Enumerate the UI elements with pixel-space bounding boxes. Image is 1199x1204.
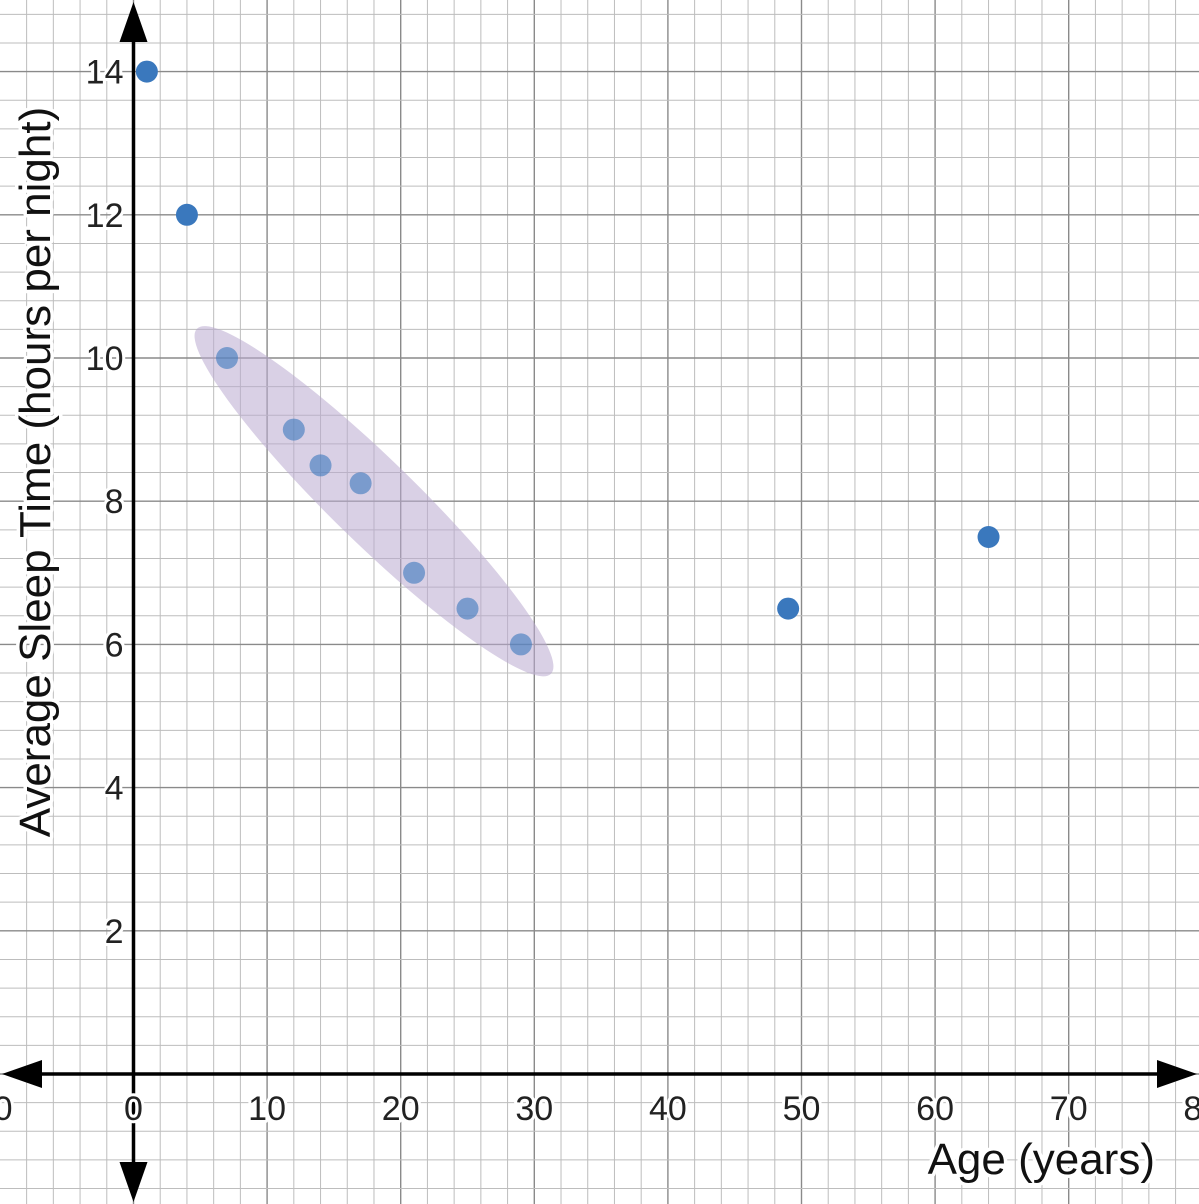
y-axis-title: Average Sleep Time (hours per night) [11, 107, 60, 837]
highlight-ellipse [194, 326, 554, 677]
highlight-region-layer [194, 326, 554, 677]
x-tick-label: 30 [515, 1090, 553, 1128]
x-tick-label: 0 [124, 1090, 143, 1128]
y-axis-down-arrow [119, 1162, 148, 1202]
data-point [175, 203, 198, 226]
x-tick-label: -10 [0, 1090, 12, 1128]
data-point [777, 597, 800, 620]
y-axis-up-arrow [119, 2, 148, 42]
tick-labels: -10 0 10 20 30 40 50 60 70 80 2 4 6 8 10 12 14 [0, 51, 1199, 1131]
x-tick-label: 50 [783, 1090, 821, 1128]
y-tick-label: 14 [86, 54, 124, 92]
x-tick-label: 70 [1050, 1090, 1088, 1128]
data-point [309, 454, 332, 477]
x-axis-left-arrow [2, 1060, 42, 1088]
x-tick-label: 20 [382, 1090, 420, 1128]
y-tick-label: 8 [105, 483, 124, 521]
data-point [135, 60, 158, 83]
x-tick-label: 80 [1183, 1090, 1199, 1128]
y-tick-label: 4 [105, 770, 124, 808]
data-point [282, 418, 305, 441]
x-axis-title: Age (years) [928, 1135, 1155, 1184]
y-tick-label: 6 [105, 626, 124, 664]
data-points [135, 60, 1000, 656]
y-tick-label: 12 [86, 197, 124, 235]
data-point [509, 633, 532, 656]
x-axis-right-arrow [1157, 1060, 1197, 1088]
y-tick-label: 2 [105, 913, 124, 951]
data-point [216, 347, 239, 369]
data-point [403, 561, 426, 584]
x-tick-label: 60 [916, 1090, 954, 1128]
data-point [349, 472, 372, 495]
y-tick-label: 10 [86, 340, 124, 378]
x-tick-label: 10 [248, 1090, 286, 1128]
data-point [456, 597, 479, 620]
data-point [977, 526, 1000, 548]
x-tick-label: 40 [649, 1090, 687, 1128]
